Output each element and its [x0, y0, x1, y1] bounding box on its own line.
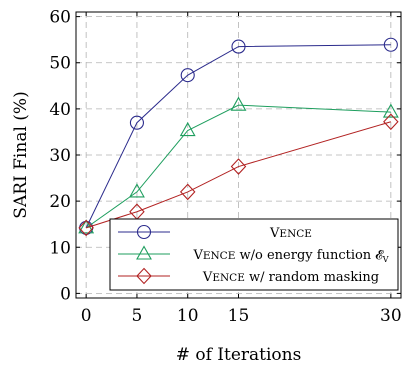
y-tick-label: 50 — [49, 54, 71, 74]
data-point — [382, 103, 399, 118]
legend-marker — [136, 267, 152, 285]
x-tick-label: 15 — [228, 306, 250, 326]
x-tick-label: 0 — [81, 306, 92, 326]
legend-label: VENCE — [269, 226, 312, 241]
series-line — [85, 104, 391, 229]
y-tick-label: 60 — [49, 8, 71, 28]
series-2 — [78, 96, 399, 234]
x-tick-label: 30 — [380, 306, 402, 326]
data-point — [383, 37, 398, 52]
series-1 — [79, 37, 398, 235]
y-tick-label: 20 — [49, 192, 71, 212]
y-tick-label: 10 — [49, 238, 71, 258]
data-point — [230, 158, 247, 175]
x-tick-label: 10 — [177, 306, 199, 326]
series-3 — [78, 113, 399, 237]
series-line — [85, 44, 391, 229]
data-point — [78, 219, 94, 237]
x-tick-label: 5 — [132, 306, 143, 326]
legend-marker — [136, 245, 152, 260]
data-point — [383, 113, 399, 131]
series-line — [86, 121, 391, 229]
y-axis-label: SARI Final (%) — [11, 91, 31, 218]
legend: VENCE VENCE w/o energy function 𝓔V VENCE w… — [109, 218, 399, 291]
data-point — [129, 115, 144, 130]
data-point — [179, 121, 196, 137]
y-tick-label: 0 — [60, 284, 71, 304]
legend-marker — [136, 224, 152, 240]
data-point — [231, 39, 246, 54]
x-axis-label: # of Iterations — [176, 345, 302, 365]
data-point — [180, 68, 195, 83]
grid — [76, 12, 401, 298]
legend-label: VENCE w/ random masking — [202, 270, 379, 285]
y-tick-label: 30 — [49, 146, 71, 166]
y-tick-label: 40 — [49, 100, 71, 120]
data-point — [179, 183, 196, 201]
data-point — [230, 96, 247, 111]
legend-label: VENCE w/o energy function 𝓔V — [192, 248, 388, 264]
data-point — [128, 183, 145, 198]
